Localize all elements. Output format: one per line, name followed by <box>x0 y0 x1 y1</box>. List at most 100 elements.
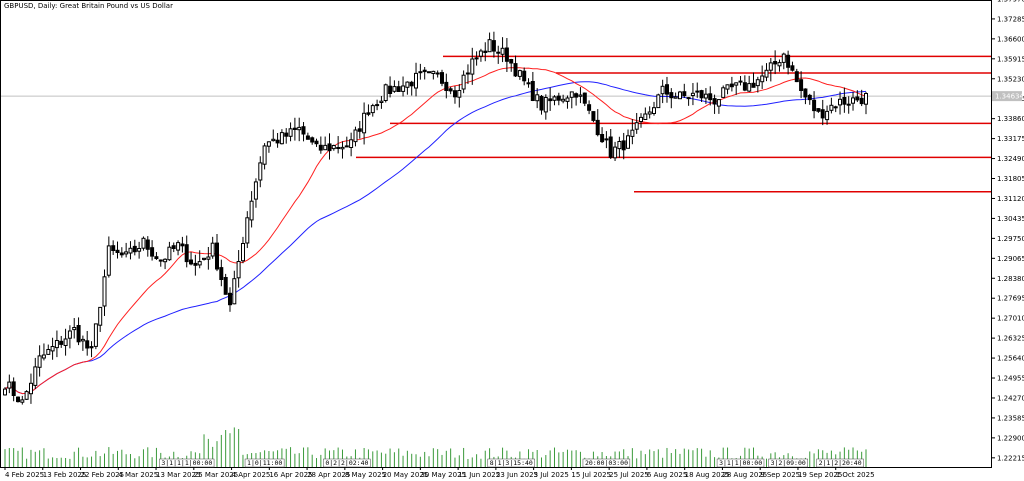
x-tick-label: 18 Aug 2025 <box>685 471 730 479</box>
candle <box>708 86 713 106</box>
candle-body <box>232 278 237 305</box>
candle <box>375 99 380 111</box>
candle-body <box>236 261 241 279</box>
candle-body <box>405 81 410 88</box>
time-tags: 3|1|1|1|00:00 1|0|11:00 0|2|2|02:40 8|1|3|1… <box>159 458 864 468</box>
candle <box>305 132 310 140</box>
candle <box>279 129 284 145</box>
candle-body <box>487 39 492 53</box>
candle-body <box>431 70 436 75</box>
y-tick-label: 1.27010 <box>997 315 1024 323</box>
candle-body <box>470 58 475 75</box>
candle-body <box>513 63 518 77</box>
candle-body <box>600 134 605 143</box>
candle <box>54 330 59 358</box>
candle-body <box>401 85 406 92</box>
candle <box>362 102 367 145</box>
candle <box>591 111 596 123</box>
candle <box>703 88 708 104</box>
candle-body <box>197 261 202 266</box>
candle-body <box>310 137 315 143</box>
y-tick-label: 1.26325 <box>997 335 1024 343</box>
candle-body <box>262 145 267 165</box>
candle-body <box>474 57 479 60</box>
candle <box>431 70 436 80</box>
candle <box>271 129 276 142</box>
candle-body <box>742 82 747 91</box>
current-price-label: 1.34634 <box>995 93 1024 101</box>
candle <box>829 97 834 114</box>
candle-body <box>794 71 799 83</box>
candle-body <box>522 70 527 82</box>
candle <box>500 37 505 63</box>
candle-body <box>846 103 851 106</box>
candle-body <box>219 267 224 281</box>
candle <box>690 83 695 106</box>
candle <box>253 178 258 208</box>
candle <box>184 235 189 268</box>
candle-body <box>184 244 189 263</box>
candle <box>686 97 691 106</box>
candle-body <box>141 237 146 249</box>
x-tick-label: 19 Sep 2025 <box>798 471 842 479</box>
candle <box>318 136 323 154</box>
candle-body <box>695 90 700 93</box>
level-lines[interactable] <box>356 55 991 193</box>
y-tick-label: 1.33860 <box>997 115 1024 123</box>
candle <box>673 92 678 99</box>
x-tick-label: 4 Mar 2025 <box>118 471 158 479</box>
candle-body <box>215 242 219 270</box>
price-axis[interactable]: 1.379701.372851.366001.359151.352301.345… <box>991 0 1024 462</box>
candle-body <box>59 340 64 345</box>
candle-body <box>284 132 289 137</box>
candle <box>474 51 479 66</box>
candle-body <box>158 259 163 262</box>
y-tick-label: 1.27695 <box>997 295 1024 303</box>
candle <box>418 63 423 80</box>
candle <box>491 31 496 58</box>
x-tick-label: 25 Jul 2025 <box>609 471 649 479</box>
candle-body <box>137 248 142 252</box>
time-tag: 3|2|09:00 <box>771 459 806 467</box>
candle <box>98 306 103 332</box>
candle-body <box>119 252 124 256</box>
candle-body <box>271 138 276 142</box>
candle <box>7 374 12 394</box>
candle <box>465 64 470 85</box>
candle-body <box>457 90 462 98</box>
candle-body <box>803 88 808 98</box>
candle-body <box>228 292 232 306</box>
x-tick-label: 4 Feb 2025 <box>5 471 44 479</box>
time-tag-box <box>582 458 631 468</box>
candle-body <box>738 80 743 83</box>
candle <box>331 144 336 151</box>
candle-body <box>414 72 418 89</box>
candle-body <box>50 346 55 352</box>
candle <box>396 80 401 92</box>
x-tick-label: 6 Aug 2025 <box>647 471 687 479</box>
candle <box>3 387 7 396</box>
candle <box>478 48 483 62</box>
candle <box>613 141 618 162</box>
candle <box>816 108 821 113</box>
candle-body <box>11 381 16 396</box>
candle-body <box>54 340 59 349</box>
candle <box>67 325 72 349</box>
candle <box>712 94 717 114</box>
candle <box>106 236 111 278</box>
y-tick-label: 1.22900 <box>997 434 1024 442</box>
time-tag: 3|1|1|1|00:00 <box>161 459 212 467</box>
candle <box>777 59 782 72</box>
candle-body <box>357 128 362 132</box>
candle <box>617 136 622 158</box>
x-tick-label: 25 Mar 2025 <box>194 471 238 479</box>
x-tick-label: 11 Jun 2025 <box>458 471 500 479</box>
candle-body <box>535 94 540 102</box>
candle-body <box>67 330 72 339</box>
candle <box>262 143 267 170</box>
candle-body <box>595 119 600 136</box>
candle-body <box>305 135 310 140</box>
